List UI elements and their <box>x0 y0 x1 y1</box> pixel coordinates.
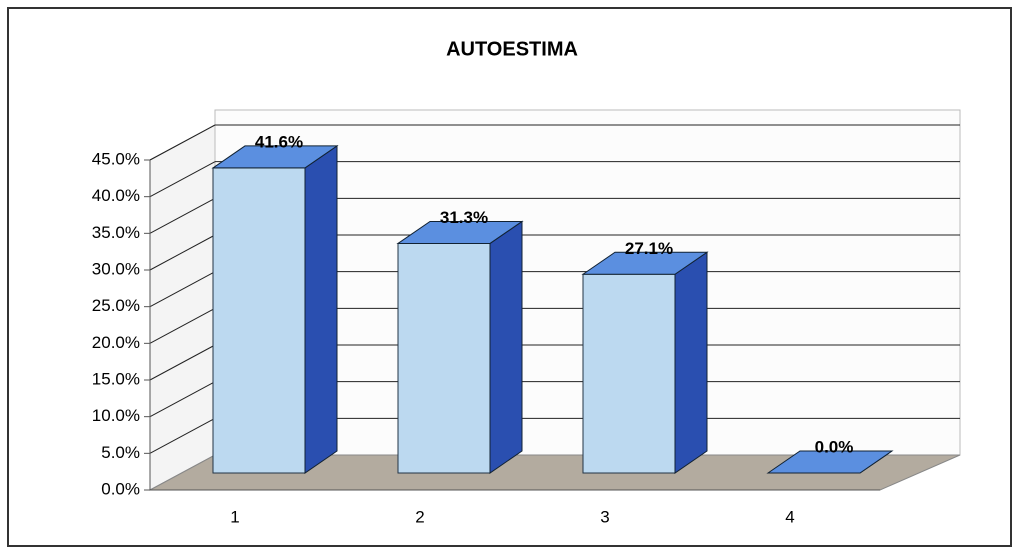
y-tick-label: 10.0% <box>92 406 140 425</box>
y-tick-label: 20.0% <box>92 333 140 352</box>
grid-line <box>149 234 960 271</box>
value-label: 27.1% <box>625 239 673 258</box>
chart-title: AUTOESTIMA <box>446 38 578 60</box>
x-tick-label: 1 <box>230 507 239 526</box>
y-tick-label: 0.0% <box>101 479 140 498</box>
bar-side <box>674 251 708 474</box>
value-label: 41.6% <box>255 132 303 151</box>
grid-side <box>149 197 216 234</box>
bar-side <box>304 144 338 474</box>
y-tick-label: 35.0% <box>92 223 140 242</box>
grid-side <box>149 161 216 198</box>
bar-top <box>581 251 709 275</box>
bar <box>766 450 894 474</box>
bar-front <box>582 273 676 474</box>
grid-side <box>149 381 216 418</box>
y-tick-label: 25.0% <box>92 296 140 315</box>
grid-side <box>149 344 216 381</box>
y-tick-label: 15.0% <box>92 369 140 388</box>
y-tick-label: 45.0% <box>92 149 140 168</box>
grid-side <box>149 307 216 344</box>
grid-side <box>149 234 216 271</box>
y-tick-label: 40.0% <box>92 186 140 205</box>
bar-front <box>397 242 491 474</box>
side-wall <box>149 124 216 491</box>
bar <box>211 144 339 474</box>
bar-top <box>396 220 524 244</box>
grid-side <box>149 124 216 161</box>
bar <box>581 251 709 474</box>
x-tick-label: 2 <box>415 507 424 526</box>
grid-line <box>149 197 960 234</box>
x-tick-label: 4 <box>785 507 794 526</box>
value-label: 0.0% <box>815 437 854 456</box>
y-tick-label: 5.0% <box>101 443 140 462</box>
grid-line <box>149 124 960 161</box>
grid-line <box>149 161 960 198</box>
bar-front <box>212 167 306 474</box>
bar-top <box>211 145 339 169</box>
value-label: 31.3% <box>440 208 488 227</box>
bar-side <box>489 220 523 474</box>
y-tick-label: 30.0% <box>92 259 140 278</box>
grid-side <box>149 271 216 308</box>
bar-top <box>766 450 894 474</box>
x-tick-label: 3 <box>600 507 609 526</box>
grid-side <box>149 417 216 454</box>
bar <box>396 220 524 474</box>
